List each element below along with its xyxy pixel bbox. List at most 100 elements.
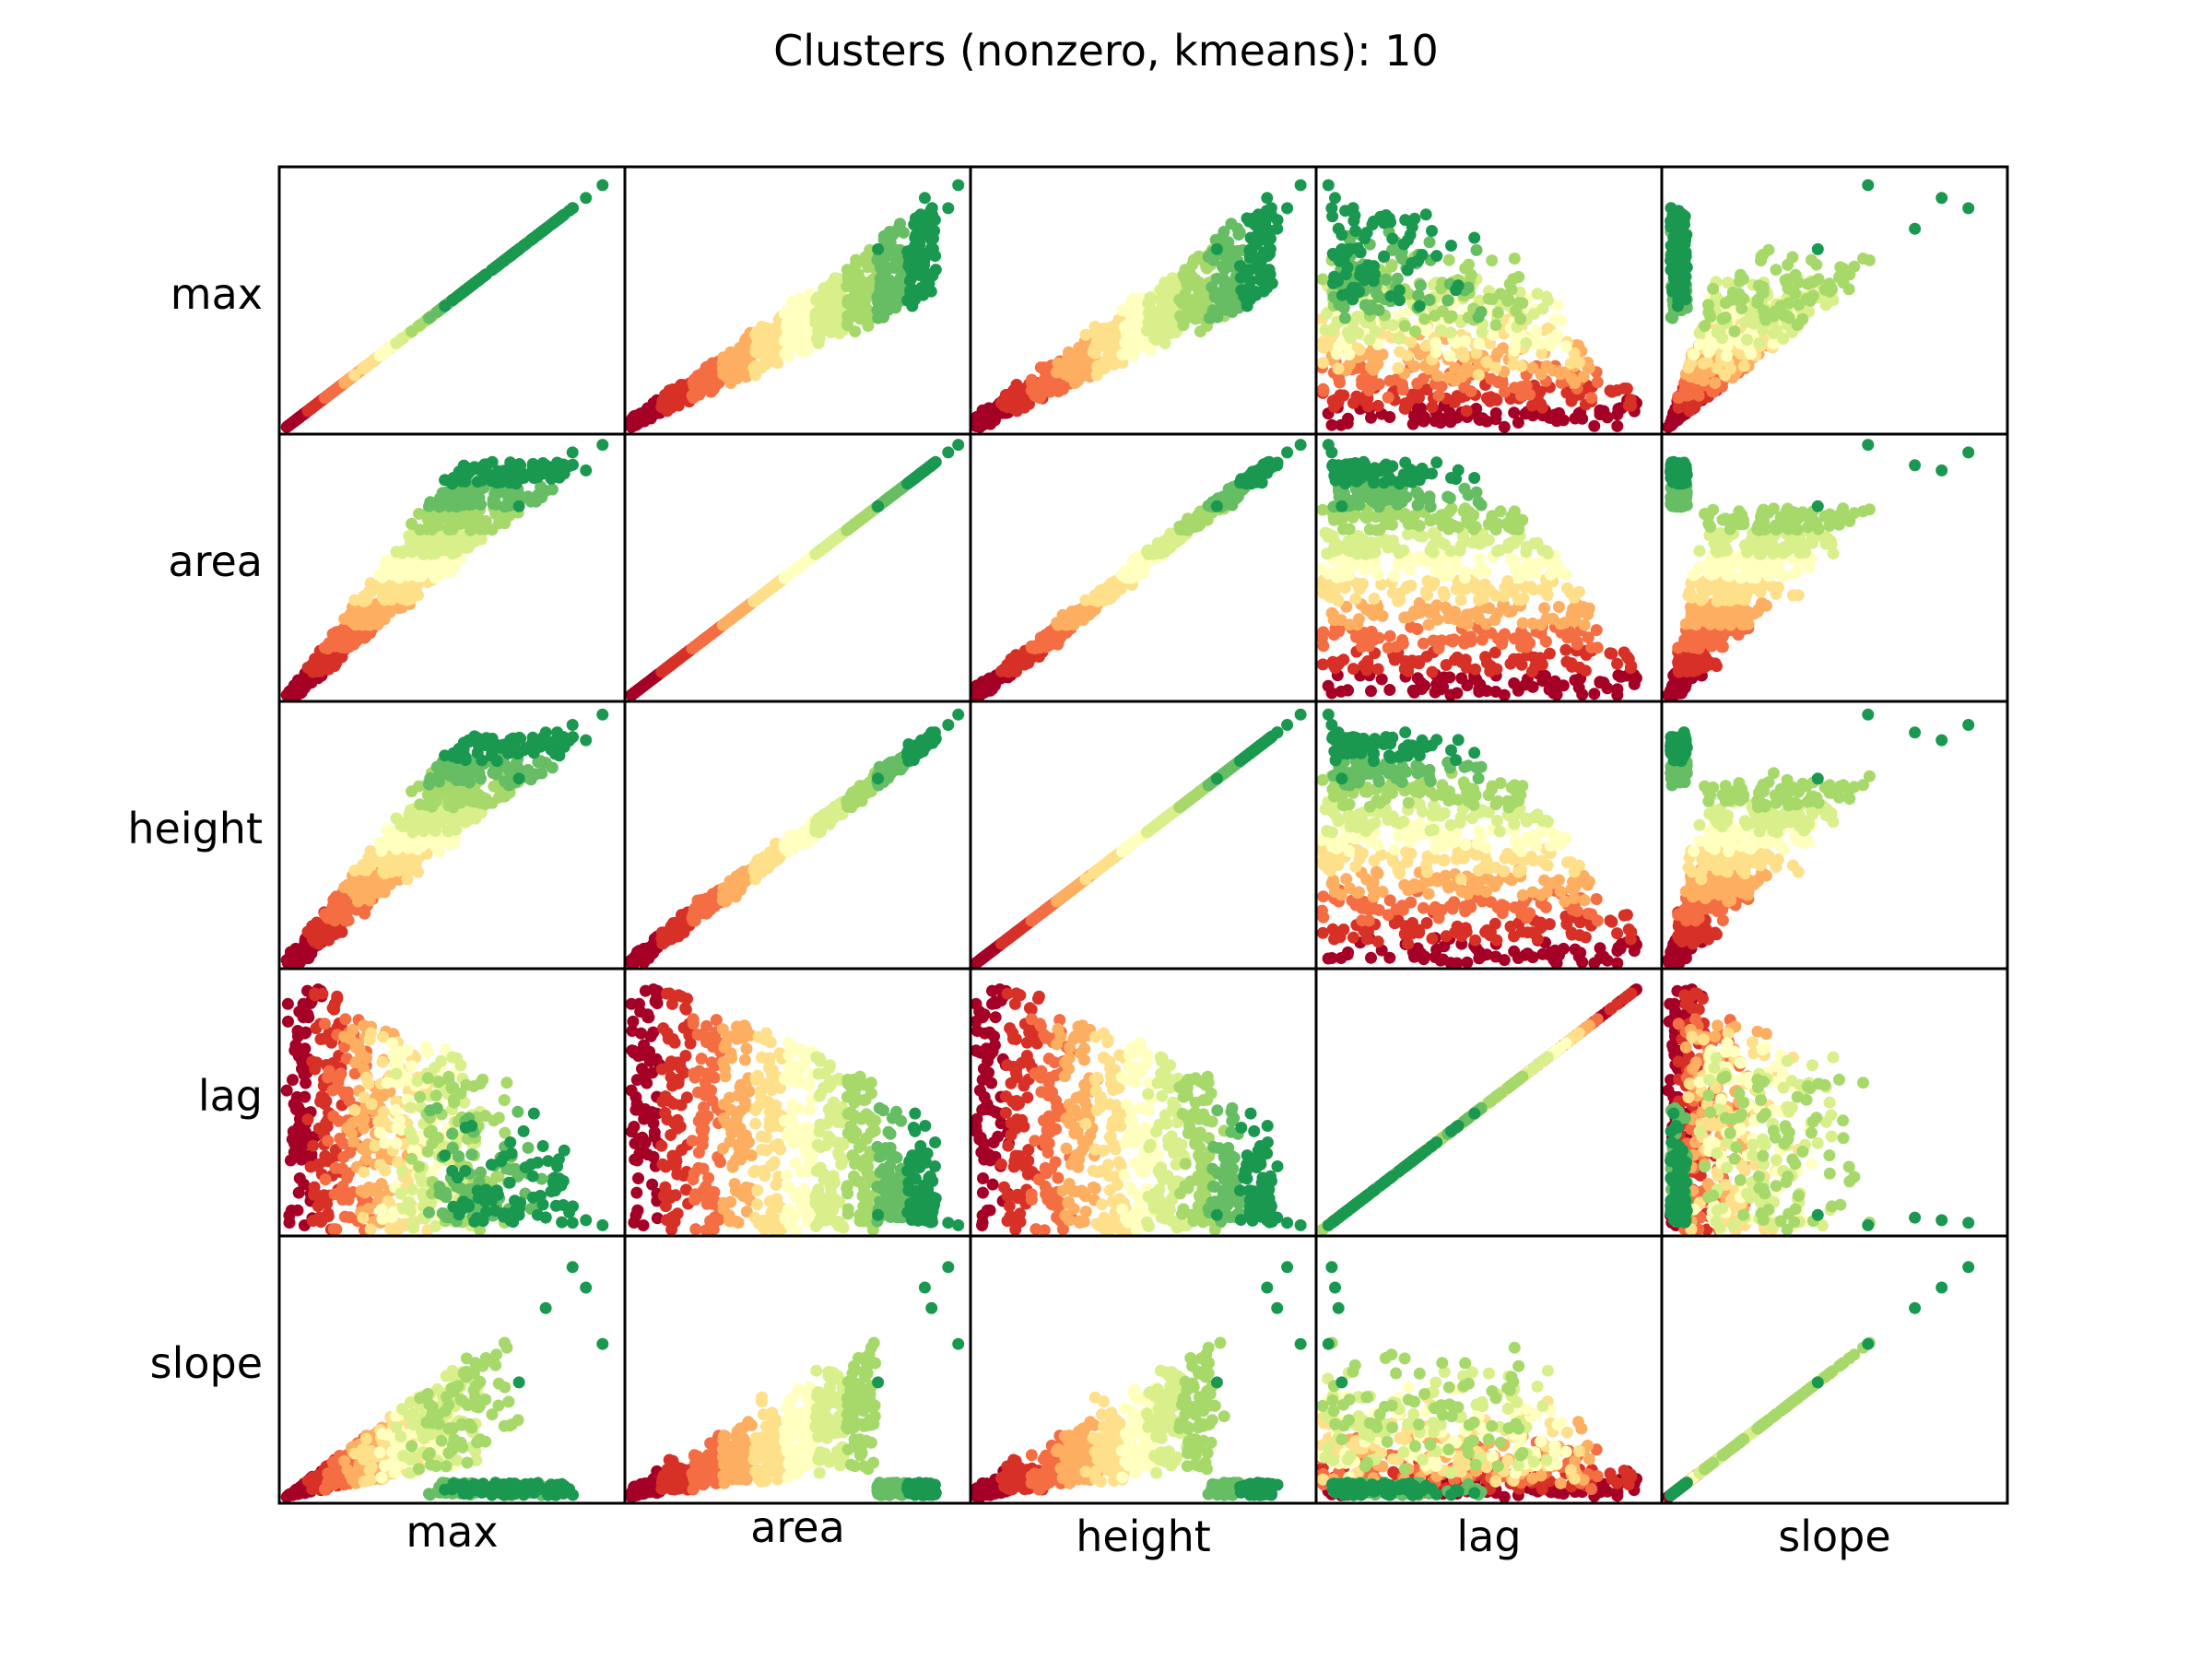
point	[1334, 376, 1346, 389]
point	[1409, 325, 1421, 338]
point	[1406, 418, 1419, 430]
point	[1423, 236, 1436, 249]
point	[363, 586, 376, 599]
col-label-height: height	[1076, 1512, 1211, 1561]
point	[918, 254, 931, 267]
point	[1210, 242, 1223, 255]
point	[699, 376, 712, 389]
point	[1222, 236, 1235, 249]
point	[1182, 294, 1194, 307]
point	[942, 202, 955, 215]
point	[1208, 286, 1221, 299]
point	[1819, 299, 1832, 312]
point	[1470, 243, 1483, 256]
point	[1232, 229, 1245, 241]
point	[841, 319, 853, 332]
point	[466, 493, 479, 506]
point	[1402, 396, 1415, 409]
point	[1666, 256, 1679, 269]
point	[1371, 288, 1383, 300]
point	[1697, 357, 1710, 370]
point	[1218, 263, 1230, 276]
point	[1704, 311, 1717, 324]
point	[890, 254, 902, 267]
point	[1577, 371, 1590, 383]
point	[875, 263, 888, 276]
point	[1811, 242, 1824, 255]
point	[688, 641, 700, 653]
point	[1356, 378, 1369, 391]
point	[580, 464, 593, 477]
point	[1325, 202, 1338, 215]
point	[848, 279, 860, 292]
point	[1774, 300, 1787, 312]
point	[1251, 256, 1264, 269]
col-label-slope: slope	[1778, 1512, 1891, 1561]
point	[1362, 400, 1374, 413]
point	[1530, 325, 1543, 337]
point	[1564, 357, 1577, 370]
point	[539, 222, 552, 235]
point	[1392, 361, 1405, 374]
point	[1486, 254, 1499, 267]
point	[1441, 294, 1454, 307]
point	[446, 294, 459, 307]
point	[1344, 332, 1357, 345]
point	[551, 214, 564, 227]
point	[1378, 250, 1391, 263]
point	[1412, 289, 1425, 301]
point	[1733, 275, 1746, 288]
point	[1393, 332, 1406, 345]
point	[1782, 258, 1794, 271]
point	[1335, 288, 1348, 301]
point	[1329, 192, 1341, 205]
point	[1534, 385, 1547, 398]
point	[563, 460, 576, 473]
point	[1460, 405, 1473, 418]
point	[1365, 411, 1377, 424]
point	[1520, 379, 1533, 392]
point	[546, 483, 559, 496]
point	[1625, 399, 1638, 412]
point	[1758, 304, 1771, 317]
point	[1192, 279, 1205, 292]
point	[1834, 261, 1847, 274]
point	[1418, 312, 1431, 325]
point	[414, 524, 427, 536]
point	[1072, 350, 1085, 363]
point	[1812, 273, 1825, 286]
point	[1221, 278, 1234, 291]
point	[1468, 231, 1481, 244]
point	[1194, 325, 1206, 338]
point	[1393, 294, 1406, 307]
point	[1489, 319, 1502, 332]
point	[1430, 250, 1443, 263]
point	[1709, 377, 1722, 389]
point	[1436, 305, 1449, 318]
col-label-area: area	[750, 1502, 845, 1552]
point	[1550, 328, 1563, 341]
point	[440, 490, 453, 503]
point	[430, 499, 443, 512]
point	[1738, 316, 1751, 329]
point	[1770, 264, 1783, 276]
point	[699, 632, 712, 645]
point	[1459, 335, 1471, 347]
point	[1527, 308, 1540, 320]
point	[1508, 253, 1521, 265]
point	[465, 518, 478, 531]
point	[359, 615, 372, 628]
point	[1792, 276, 1805, 289]
point	[1676, 281, 1688, 294]
col-label-lag: lag	[1456, 1512, 1522, 1561]
point	[1322, 179, 1335, 192]
point	[1718, 369, 1731, 382]
point	[349, 618, 362, 631]
point	[1372, 378, 1385, 391]
point	[952, 179, 965, 192]
point	[1753, 336, 1766, 349]
point	[1398, 320, 1411, 333]
point	[1688, 348, 1700, 361]
point	[731, 607, 744, 620]
